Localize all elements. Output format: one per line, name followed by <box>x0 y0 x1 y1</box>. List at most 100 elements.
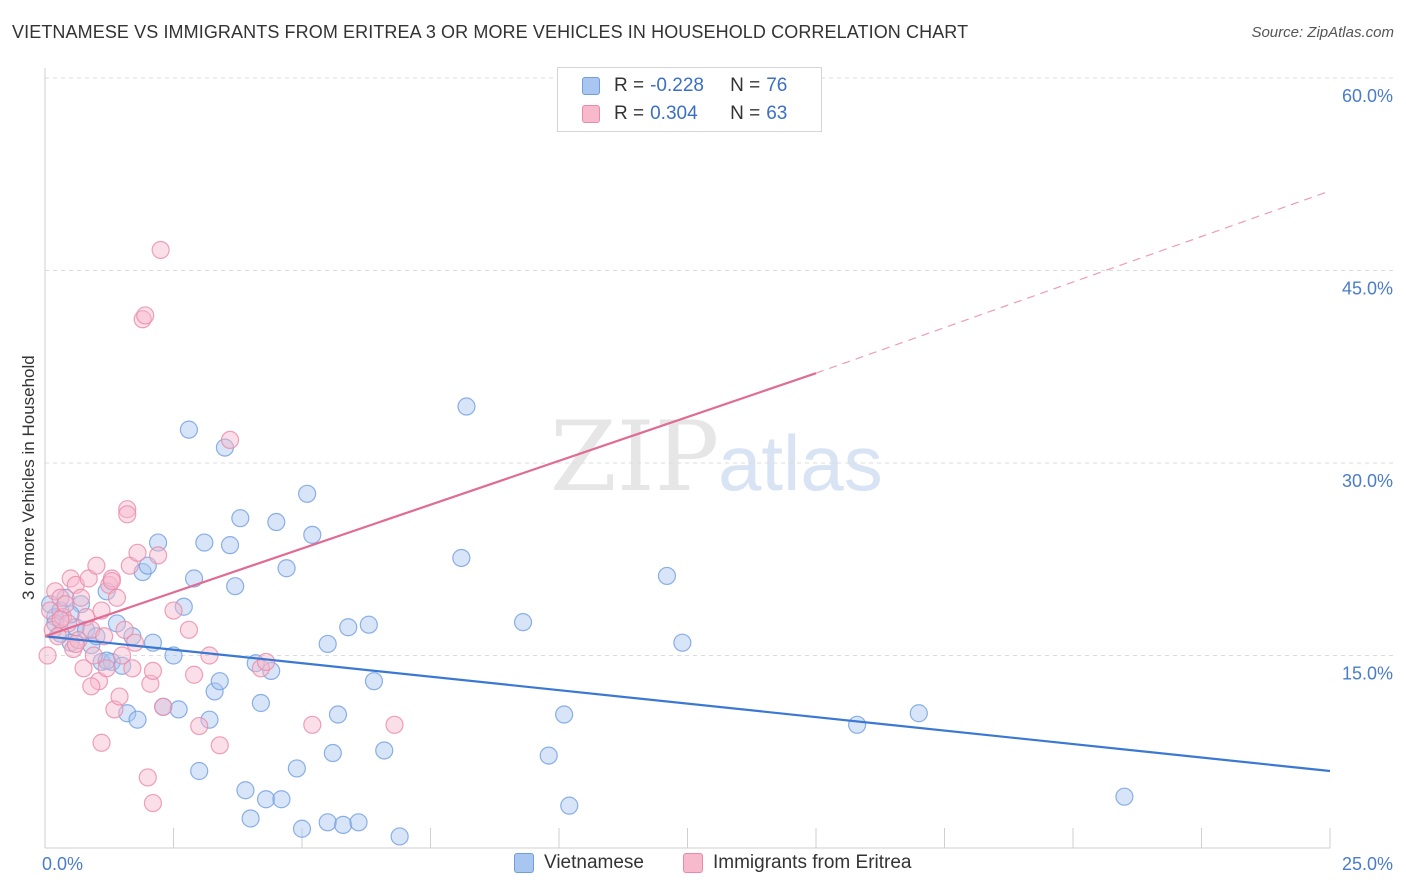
x-tick-labels: 0.0% 25.0% <box>42 854 1393 874</box>
point-eritrea <box>143 661 163 681</box>
point-eritrea <box>128 543 147 562</box>
point-vietnamese <box>328 705 348 724</box>
x-tick-label: 0.0% <box>42 854 83 874</box>
axes <box>44 68 1331 849</box>
point-vietnamese <box>277 559 296 578</box>
legend-n-label: N = <box>730 103 761 124</box>
legend-swatch-vietnamese <box>582 77 600 95</box>
point-vietnamese <box>210 672 229 691</box>
point-eritrea <box>74 659 93 678</box>
point-eritrea <box>184 665 204 684</box>
point-vietnamese <box>318 634 337 654</box>
legend-label-eritrea: Immigrants from Eritrea <box>713 852 912 873</box>
x-tick-label: 25.0% <box>1342 854 1393 874</box>
legend-item-eritrea[interactable]: Immigrants from Eritrea <box>683 852 911 874</box>
point-vietnamese <box>292 819 312 838</box>
point-vietnamese <box>251 693 270 713</box>
point-eritrea <box>220 430 240 449</box>
point-vietnamese <box>323 743 342 763</box>
trend-line-eritrea-extension <box>815 190 1331 374</box>
point-vietnamese <box>190 761 209 781</box>
legend-r-label: R = <box>614 103 645 124</box>
legend-swatch-vietnamese <box>514 853 534 873</box>
y-tick-labels: 15.0% 30.0% 45.0% 60.0% <box>1342 86 1393 684</box>
point-vietnamese <box>318 813 337 832</box>
point-eritrea <box>143 793 163 813</box>
y-tick-label: 15.0% <box>1342 664 1393 684</box>
point-eritrea <box>164 601 183 620</box>
point-vietnamese <box>657 566 677 586</box>
point-eritrea <box>210 736 229 755</box>
point-vietnamese <box>200 710 219 729</box>
y-tick-label: 30.0% <box>1342 471 1393 491</box>
point-eritrea <box>190 716 209 736</box>
point-vietnamese <box>231 509 250 528</box>
point-eritrea <box>118 505 137 524</box>
point-vietnamese <box>179 420 199 439</box>
point-vietnamese <box>909 704 928 723</box>
point-eritrea <box>110 687 129 706</box>
point-eritrea <box>200 646 219 665</box>
point-eritrea <box>123 659 142 678</box>
legend-swatch-eritrea <box>683 853 703 873</box>
point-vietnamese <box>334 815 353 835</box>
y-tick-label: 60.0% <box>1342 86 1393 106</box>
point-eritrea <box>102 571 121 591</box>
point-vietnamese <box>267 512 286 532</box>
point-eritrea <box>125 633 145 652</box>
point-eritrea <box>385 715 404 734</box>
data-points <box>38 112 1134 846</box>
trend-line-vietnamese <box>44 635 1331 773</box>
point-eritrea <box>82 677 101 696</box>
point-vietnamese <box>364 672 384 691</box>
legend-row-eritrea: R = 0.304 N = 63 <box>582 101 787 127</box>
legend-row-vietnamese: R = -0.228 N = 76 <box>582 73 787 99</box>
point-eritrea <box>97 659 116 678</box>
grid <box>45 77 1395 656</box>
legend-item-vietnamese[interactable]: Vietnamese <box>514 852 644 874</box>
legend-n-value: 63 <box>766 103 788 124</box>
chart-source: Source: ZipAtlas.com <box>1251 24 1394 41</box>
series-legend: Vietnamese Immigrants from Eritrea <box>0 852 1406 878</box>
point-vietnamese <box>272 790 291 809</box>
legend-label-vietnamese: Vietnamese <box>544 852 644 873</box>
point-eritrea <box>87 556 106 575</box>
legend-swatch-eritrea <box>582 105 600 123</box>
point-vietnamese <box>287 759 306 778</box>
point-vietnamese <box>220 536 240 555</box>
point-eritrea <box>154 697 173 716</box>
legend-n-value: 76 <box>766 75 788 96</box>
point-vietnamese <box>226 577 245 596</box>
y-axis-label: 3 or more Vehicles in Household <box>19 355 38 600</box>
point-eritrea <box>138 768 157 787</box>
point-vietnamese <box>303 525 322 544</box>
point-vietnamese <box>174 597 193 616</box>
point-eritrea <box>64 639 83 659</box>
point-eritrea <box>179 620 199 639</box>
point-vietnamese <box>848 715 867 734</box>
legend-r-value: 0.304 <box>650 103 698 124</box>
point-eritrea <box>115 620 134 639</box>
point-vietnamese <box>390 827 409 846</box>
point-eritrea <box>256 652 276 672</box>
point-eritrea <box>56 595 75 614</box>
legend-n-label: N = <box>730 75 761 96</box>
point-eritrea <box>51 610 70 629</box>
point-vietnamese <box>375 741 394 760</box>
point-vietnamese <box>262 661 281 681</box>
point-eritrea <box>71 588 91 607</box>
point-vietnamese <box>349 813 368 832</box>
chart-title: VIETNAMESE VS IMMIGRANTS FROM ERITREA 3 … <box>12 22 969 42</box>
point-eritrea <box>92 733 111 752</box>
point-vietnamese <box>184 569 204 588</box>
point-eritrea <box>95 627 114 646</box>
y-tick-label: 45.0% <box>1342 279 1393 299</box>
point-eritrea <box>84 646 103 665</box>
point-eritrea <box>151 240 170 260</box>
trend-line-eritrea <box>44 372 817 638</box>
point-vietnamese <box>359 615 378 634</box>
point-eritrea <box>148 546 168 565</box>
point-vietnamese <box>298 484 317 503</box>
point-vietnamese <box>256 790 276 809</box>
point-vietnamese <box>195 533 214 552</box>
